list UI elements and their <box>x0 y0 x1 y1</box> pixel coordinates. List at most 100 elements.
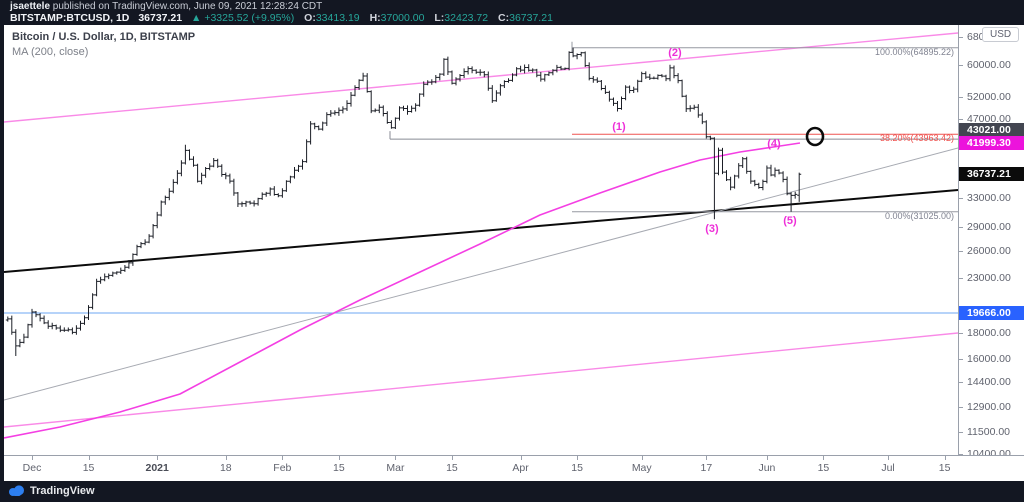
open-label: O: <box>304 12 316 24</box>
price-tick-dash <box>959 198 963 199</box>
time-tick-label: 2021 <box>145 462 169 474</box>
time-tick-dash <box>282 456 284 460</box>
tradingview-watermark[interactable]: TradingView <box>8 484 95 497</box>
price-axis-flag: 41999.30 <box>959 136 1024 150</box>
close-value: 36737.21 <box>509 12 553 24</box>
fib-level-label: 0.00%(31025.00) <box>884 210 954 221</box>
bottom-bar: TradingView <box>0 481 1024 502</box>
price-tick-label: 47000.00 <box>967 113 1011 126</box>
time-tick-label: 15 <box>571 462 583 474</box>
price-tick-dash <box>959 226 963 228</box>
price-tick-dash <box>959 382 963 384</box>
symbol-quote-line: BITSTAMP:BTCUSD, 1D 36737.21 ▲ +3325.52 … <box>10 12 553 24</box>
elliott-wave-label[interactable]: (5) <box>783 215 797 227</box>
time-tick-dash <box>766 456 768 460</box>
price-tick-dash <box>959 406 963 408</box>
time-tick-dash <box>32 456 33 460</box>
time-tick-dash <box>451 456 453 460</box>
open-value: 33413.19 <box>315 12 360 24</box>
fib-level-label: 38.20%(43963.42) <box>879 133 954 144</box>
pink-channel-upper[interactable] <box>4 32 958 123</box>
price-tick-dash <box>959 278 963 280</box>
publish-text: published on TradingView.com, June 09, 2… <box>50 1 323 12</box>
ellipse-marker[interactable] <box>805 126 825 147</box>
price-tick-dash <box>959 37 963 39</box>
time-tick-label: 15 <box>333 462 345 474</box>
price-tick-label: 33000.00 <box>967 192 1011 204</box>
price-tick-label: 52000.00 <box>967 91 1011 103</box>
price-axis[interactable]: USD 68000.0060000.0052000.0047000.003300… <box>958 25 1024 481</box>
fib-level-label: 100.00%(64895.22) <box>874 46 954 57</box>
pink-channel-lower[interactable] <box>4 332 958 428</box>
time-tick-dash <box>395 456 397 460</box>
time-tick-dash <box>888 456 890 460</box>
time-tick-label: 15 <box>817 462 830 474</box>
time-tick-label: 18 <box>219 462 232 474</box>
price-axis-flag: 36737.21 <box>959 167 1024 182</box>
time-tick-label: Mar <box>386 462 405 474</box>
time-tick-dash <box>706 456 708 460</box>
time-tick-dash <box>577 456 579 460</box>
publish-info: jsaettele published on TradingView.com, … <box>10 1 322 12</box>
chart-title-legend: Bitcoin / U.S. Dollar, 1D, BITSTAMP <box>12 31 196 43</box>
price-tick-dash <box>959 65 963 67</box>
black-trendline[interactable] <box>4 189 958 273</box>
elliott-wave-label[interactable]: (4) <box>767 138 781 150</box>
ma-indicator-legend: MA (200, close) <box>12 46 89 58</box>
high-value: 37000.00 <box>380 12 425 24</box>
low-label: L: <box>434 12 445 24</box>
currency-toggle-button[interactable]: USD <box>982 27 1020 42</box>
last-price: 36737.21 <box>138 12 183 24</box>
elliott-wave-label[interactable]: (3) <box>705 223 719 235</box>
time-tick-label: May <box>631 462 652 474</box>
time-tick-dash <box>641 456 643 460</box>
price-tick-label: 29000.00 <box>967 220 1011 233</box>
ma-200-line[interactable] <box>4 142 801 439</box>
close-label: C: <box>498 12 510 24</box>
time-tick-label: 15 <box>82 462 95 474</box>
price-change: ▲ +3325.52 (+9.95%) <box>191 12 295 24</box>
price-tick-dash <box>959 332 963 334</box>
time-tick-dash <box>520 456 522 460</box>
gray-trendline[interactable] <box>4 147 958 401</box>
time-axis[interactable]: Dec 15 2021 18 Feb 15 Mar 15 Apr 15 May 17 Jun 15 Jul 1… <box>4 455 1024 481</box>
time-tick-label: 15 <box>938 462 951 474</box>
time-tick-dash <box>944 456 946 460</box>
time-tick-dash <box>157 456 159 460</box>
price-tick-label: 26000.00 <box>967 244 1011 257</box>
time-tick-label: Jul <box>881 462 895 474</box>
chart-canvas[interactable]: Bitcoin / U.S. Dollar, 1D, BITSTAMP MA (… <box>4 25 958 455</box>
time-tick-label: 17 <box>700 462 713 474</box>
time-tick-dash <box>225 456 227 460</box>
ohlc-bars[interactable] <box>5 47 802 356</box>
time-tick-label: Feb <box>273 462 292 474</box>
price-plot-svg <box>4 32 958 439</box>
price-tick-label: 12900.00 <box>967 400 1011 413</box>
price-tick-dash <box>959 358 963 360</box>
elliott-wave-label[interactable]: (2) <box>668 47 682 59</box>
price-tick-label: 18000.00 <box>967 326 1011 339</box>
chart-container: Bitcoin / U.S. Dollar, 1D, BITSTAMP MA (… <box>4 25 1024 481</box>
time-tick-dash <box>88 456 90 460</box>
price-tick-dash <box>959 250 963 252</box>
symbol-name: BITSTAMP:BTCUSD, 1D <box>10 12 130 24</box>
author-name: jsaettele <box>10 1 51 12</box>
price-axis-flag: 19666.00 <box>959 305 1024 320</box>
tradingview-cloud-icon <box>9 485 24 496</box>
price-tick-dash <box>959 97 963 98</box>
price-tick-dash <box>959 454 963 456</box>
price-tick-label: 60000.00 <box>967 59 1011 72</box>
time-tick-dash <box>338 456 340 460</box>
elliott-wave-label[interactable]: (1) <box>612 121 626 133</box>
price-tick-label: 23000.00 <box>967 272 1011 285</box>
tradingview-label: TradingView <box>30 484 95 497</box>
high-label: H: <box>369 12 381 24</box>
time-tick-label: Apr <box>512 462 529 474</box>
time-tick-label: Dec <box>22 462 42 474</box>
price-tick-label: 11500.00 <box>967 426 1011 439</box>
price-tick-dash <box>959 119 963 121</box>
price-tick-label: 16000.00 <box>967 352 1011 365</box>
quote-header: jsaettele published on TradingView.com, … <box>0 0 1024 25</box>
price-axis-flag: 43021.00 <box>959 123 1024 137</box>
